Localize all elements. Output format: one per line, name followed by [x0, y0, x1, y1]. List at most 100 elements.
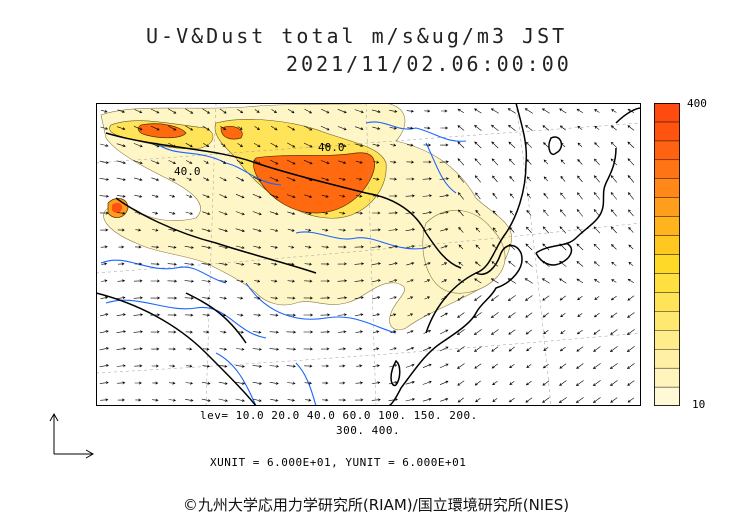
wind-arrow: [287, 398, 296, 402]
wind-arrow: [577, 125, 583, 130]
wind-arrow: [559, 226, 567, 234]
wind-arrow: [339, 364, 346, 368]
wind-arrow: [388, 245, 399, 249]
wind-arrow: [474, 295, 482, 301]
wind-arrow: [439, 380, 449, 385]
wind-arrow: [133, 126, 143, 131]
wind-arrow: [150, 262, 160, 266]
wind-arrow: [152, 211, 159, 215]
wind-arrow: [560, 313, 566, 318]
wind-arrow: [473, 312, 482, 318]
wind-arrow: [203, 160, 209, 164]
wind-arrow: [304, 381, 313, 385]
wind-arrow: [610, 295, 617, 301]
wind-arrow: [492, 192, 498, 199]
wind-arrow: [185, 108, 194, 114]
wind-arrow: [526, 347, 532, 352]
wind-arrow: [610, 380, 618, 386]
wind-arrow: [287, 125, 296, 131]
wind-arrow: [458, 226, 464, 233]
dust-core-north: [220, 126, 243, 140]
colorbar-cell: [654, 292, 680, 312]
wind-arrow: [201, 398, 211, 402]
wind-arrow: [337, 126, 347, 131]
wind-arrow: [440, 329, 449, 335]
wind-arrow: [355, 160, 363, 164]
colorbar-cell: [654, 235, 680, 255]
wind-arrow: [559, 243, 567, 251]
wind-arrow: [439, 346, 449, 352]
wind-arrow: [133, 143, 143, 148]
wind-arrow: [627, 108, 635, 114]
wind-arrow: [167, 313, 177, 317]
wind-arrow: [303, 330, 314, 334]
wind-arrow: [99, 364, 110, 368]
wind-arrow: [218, 398, 229, 402]
wind-arrow: [559, 278, 567, 284]
wind-arrow: [304, 194, 313, 198]
wind-arrow: [202, 296, 211, 300]
wind-arrow: [116, 177, 126, 181]
wind-arrow: [237, 126, 243, 130]
wind-arrow: [254, 296, 261, 300]
wind-arrow: [372, 296, 381, 300]
wind-arrow: [560, 330, 566, 334]
wind-arrow: [220, 143, 226, 147]
wind-arrow: [627, 312, 635, 318]
levels-line-2: 300. 400.: [336, 424, 401, 437]
wind-arrow: [457, 312, 465, 318]
wind-arrow: [236, 330, 245, 334]
wind-arrow: [237, 108, 244, 114]
wind-arrow: [355, 143, 364, 147]
wind-arrow: [270, 296, 279, 300]
wind-arrow: [373, 330, 380, 334]
wind-arrow: [509, 210, 515, 216]
wind-arrow: [560, 159, 566, 165]
wind-arrow: [457, 175, 465, 183]
wind-arrow: [253, 159, 262, 165]
wind-arrow: [507, 278, 516, 284]
wind-arrow: [390, 330, 397, 334]
wind-arrow: [560, 175, 566, 182]
wind-arrow: [236, 176, 245, 182]
title-line-2-datetime: 2021/11/02.06:00:00: [286, 52, 572, 76]
wind-arrow: [185, 125, 194, 131]
wind-arrow: [543, 330, 549, 335]
wind-arrow: [609, 346, 618, 352]
colorbar-cell: [654, 216, 680, 236]
wind-arrow: [219, 279, 228, 283]
wind-arrow: [338, 228, 347, 232]
wind-arrow: [372, 211, 381, 215]
wind-arrow: [218, 262, 228, 266]
wind-arrow: [577, 175, 583, 183]
wind-arrow: [201, 228, 211, 232]
wind-arrow: [474, 141, 482, 149]
wind-arrow: [627, 380, 635, 386]
wind-arrow: [135, 228, 142, 232]
wind-arrow: [252, 211, 262, 216]
wind-arrow: [440, 398, 449, 402]
wind-arrow: [610, 141, 618, 148]
wind-arrow: [355, 313, 364, 317]
wind-arrow: [270, 245, 278, 249]
wind-arrow: [611, 109, 617, 113]
wind-arrow: [236, 262, 245, 266]
wind-arrow: [134, 194, 143, 198]
wind-arrow: [271, 262, 278, 266]
wind-arrow: [219, 347, 228, 351]
wind-arrow: [422, 194, 433, 198]
wind-arrow: [220, 330, 227, 334]
wind-arrow: [269, 381, 279, 385]
wind-arrow: [202, 381, 211, 385]
wind-arrow: [593, 279, 600, 283]
wind-arrow: [509, 175, 515, 182]
wind-arrow: [525, 260, 533, 268]
wind-arrow: [627, 125, 635, 131]
wind-arrow: [405, 398, 416, 402]
wind-arrow: [492, 381, 498, 386]
wind-arrow: [525, 397, 533, 403]
wind-arrow: [524, 108, 533, 114]
wind-arrow: [474, 278, 482, 284]
wind-arrow: [322, 228, 329, 232]
wind-arrow: [577, 142, 583, 148]
